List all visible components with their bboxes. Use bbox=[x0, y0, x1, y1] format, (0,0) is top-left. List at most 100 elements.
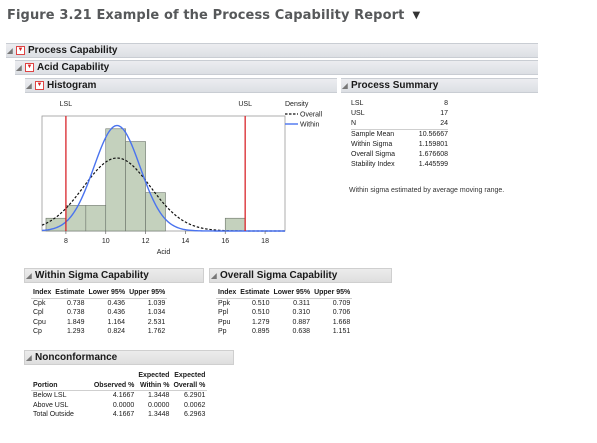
table-cell: 0.510 bbox=[251, 309, 270, 316]
dropdown-arrow-icon[interactable]: ▼ bbox=[412, 9, 421, 21]
red-triangle-menu-icon[interactable]: ▼ bbox=[16, 46, 25, 55]
outline-process-summary[interactable]: ◢ Process Summary bbox=[341, 78, 538, 93]
disclosure-icon[interactable]: ◢ bbox=[26, 82, 32, 90]
table-row: Ppu 1.279 0.887 1.668 bbox=[216, 318, 352, 328]
disclosure-icon[interactable]: ◢ bbox=[7, 47, 13, 55]
table-cell: 1.3448 bbox=[148, 392, 170, 399]
summary-row: USL 17 bbox=[351, 109, 448, 119]
table-cell: 0.887 bbox=[292, 318, 311, 326]
table-cell: 0.738 bbox=[66, 309, 85, 316]
table-cell: 1.151 bbox=[332, 328, 351, 335]
outline-histogram[interactable]: ◢ ▼ Histogram bbox=[25, 78, 337, 93]
summary-label: Stability Index bbox=[351, 161, 395, 168]
table-cell: 1.293 bbox=[66, 328, 85, 335]
table-header-cell: Within % bbox=[136, 380, 172, 391]
summary-label: N bbox=[351, 120, 357, 127]
x-tick-label: 10 bbox=[102, 238, 110, 245]
table-header-cell: Lower 95% bbox=[86, 288, 128, 299]
table-cell: Ppl bbox=[218, 309, 229, 316]
table-cell: Ppu bbox=[218, 318, 231, 326]
table-header-cell: Index bbox=[31, 288, 54, 299]
disclosure-icon[interactable]: ◢ bbox=[211, 272, 217, 280]
table-header-row: Portion Observed % Within % Overall % bbox=[31, 380, 208, 391]
summary-row: Within Sigma 1.159801 bbox=[351, 140, 448, 150]
table-cell: Ppk bbox=[218, 299, 231, 307]
table-cell: 0.510 bbox=[251, 299, 270, 307]
table-cell: 4.1667 bbox=[112, 411, 135, 418]
table-header-cell bbox=[92, 371, 136, 381]
summary-row: Sample Mean 10.56667 bbox=[351, 130, 448, 140]
table-cell: 6.2963 bbox=[183, 411, 206, 418]
within-sigma-table: Index Estimate Lower 95% Upper 95% Cpk 0.738 0… bbox=[31, 288, 168, 337]
summary-value: 1.159801 bbox=[418, 141, 448, 148]
table-header-cell: Observed % bbox=[91, 380, 137, 391]
red-triangle-menu-icon[interactable]: ▼ bbox=[25, 63, 34, 72]
summary-label: Overall Sigma bbox=[351, 151, 395, 158]
spec-limit-label: LSL bbox=[60, 101, 73, 108]
table-header-cell: Expected bbox=[174, 372, 206, 379]
table-header-row: Index Estimate Lower 95% Upper 95% bbox=[216, 288, 353, 299]
summary-label: Sample Mean bbox=[351, 131, 395, 138]
table-cell: 0.0062 bbox=[183, 401, 206, 409]
outline-nonconformance[interactable]: ◢ Nonconformance bbox=[24, 350, 234, 365]
table-cell: Below LSL bbox=[33, 392, 67, 399]
table-cell: 1.762 bbox=[147, 328, 166, 335]
x-tick-label: 16 bbox=[221, 238, 229, 245]
table-cell: 0.436 bbox=[107, 299, 126, 307]
table-row: Ppk 0.510 0.311 0.709 bbox=[216, 298, 352, 308]
table-header-cell: Estimate bbox=[238, 288, 272, 299]
figure-title: Figure 3.21 Example of the Process Capab… bbox=[7, 6, 420, 24]
table-cell: Cpl bbox=[33, 309, 44, 316]
legend-label-within: Within bbox=[300, 122, 320, 129]
table-row: Ppl 0.510 0.310 0.706 bbox=[216, 308, 352, 318]
table-header-row: Expected Expected bbox=[31, 371, 207, 381]
disclosure-icon[interactable]: ◢ bbox=[16, 64, 22, 72]
summary-value: 1.676608 bbox=[418, 151, 448, 158]
table-cell: 2.531 bbox=[147, 318, 166, 326]
table-cell: Total Outside bbox=[33, 411, 74, 418]
table-header-cell: Lower 95% bbox=[271, 288, 313, 299]
table-cell: 4.1667 bbox=[112, 392, 135, 399]
outline-process-capability[interactable]: ◢ ▼ Process Capability bbox=[6, 43, 538, 58]
nonconformance-table: Expected Expected Portion Observed % Within … bbox=[31, 371, 208, 420]
table-cell: 0.0000 bbox=[112, 401, 135, 409]
outline-within-sigma[interactable]: ◢ Within Sigma Capability bbox=[24, 268, 204, 283]
outline-title: Within Sigma Capability bbox=[35, 270, 149, 281]
table-cell: 0.436 bbox=[107, 309, 126, 316]
summary-row: Stability Index 1.445599 bbox=[351, 160, 448, 170]
outline-acid-capability[interactable]: ◢ ▼ Acid Capability bbox=[15, 60, 538, 75]
table-header-cell: Overall % bbox=[171, 380, 208, 391]
summary-label: USL bbox=[351, 110, 365, 117]
table-cell: 1.3448 bbox=[148, 411, 170, 418]
red-triangle-menu-icon[interactable]: ▼ bbox=[35, 81, 44, 90]
table-row: Cpk 0.738 0.436 1.039 bbox=[31, 298, 167, 308]
outline-title: Process Capability bbox=[28, 45, 118, 56]
table-cell: Cpk bbox=[33, 299, 46, 307]
disclosure-icon[interactable]: ◢ bbox=[26, 272, 32, 280]
table-row: Cpl 0.738 0.436 1.034 bbox=[31, 308, 167, 318]
x-tick-label: 14 bbox=[182, 238, 190, 245]
table-cell: 0.706 bbox=[332, 309, 351, 316]
summary-row: LSL 8 bbox=[351, 99, 448, 109]
disclosure-icon[interactable]: ◢ bbox=[342, 82, 348, 90]
summary-value: 10.56667 bbox=[418, 131, 448, 138]
outline-overall-sigma[interactable]: ◢ Overall Sigma Capability bbox=[209, 268, 392, 283]
table-cell: 1.849 bbox=[66, 318, 85, 326]
summary-note: Within sigma estimated by average moving… bbox=[349, 187, 505, 194]
table-row: Total Outside 4.1667 1.3448 6.2963 bbox=[31, 410, 207, 420]
histogram-chart: LSL USL 8 10 12 14 16 18 Acid Density Overall Wit… bbox=[41, 101, 323, 256]
disclosure-icon[interactable]: ◢ bbox=[26, 354, 32, 362]
histogram-bar bbox=[85, 205, 107, 232]
table-cell: 1.668 bbox=[332, 318, 351, 326]
table-cell: 1.279 bbox=[251, 318, 270, 326]
legend-title: Density bbox=[285, 101, 309, 108]
within-density-curve bbox=[41, 124, 285, 232]
table-row: Cpu 1.849 1.164 2.531 bbox=[31, 318, 167, 328]
table-cell: 1.039 bbox=[147, 299, 166, 307]
table-cell: 0.310 bbox=[292, 309, 311, 316]
x-tick-label: 12 bbox=[142, 238, 150, 245]
table-header-cell: Index bbox=[216, 288, 239, 299]
table-header-cell: Portion bbox=[31, 380, 92, 391]
spec-limit-label: USL bbox=[238, 101, 252, 108]
table-row: Below LSL 4.1667 1.3448 6.2901 bbox=[31, 391, 207, 401]
